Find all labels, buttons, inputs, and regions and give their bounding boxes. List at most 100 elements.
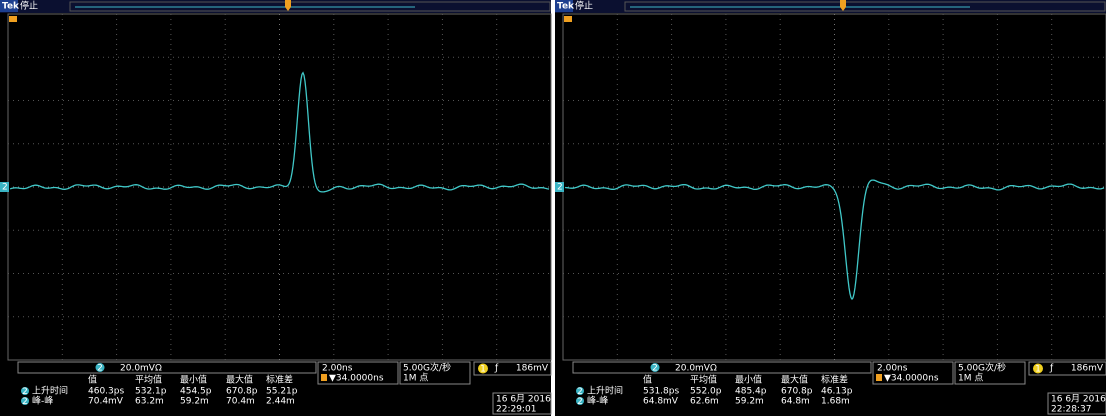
meas-channel: 2	[577, 387, 583, 397]
trigger-badge	[478, 363, 488, 374]
meas-header: 最小值	[180, 374, 207, 386]
trigger-box	[473, 361, 552, 376]
meas-value: 670.8p	[781, 387, 813, 397]
meas-value: 552.0p	[690, 387, 722, 397]
status: 停止	[575, 0, 593, 12]
trigger-channel: 1	[480, 365, 486, 375]
meas-value: 485.4p	[735, 387, 767, 397]
meas-channel: 2	[22, 387, 28, 397]
vertical-scale: 20.0mVΩ	[120, 364, 162, 374]
meas-channel-badge	[21, 387, 29, 395]
timebase: 2.00ns	[322, 364, 353, 374]
date-box	[1047, 392, 1106, 415]
meas-value: 531.8ps	[643, 387, 679, 397]
trigger-marker	[840, 0, 846, 11]
channel-box	[572, 361, 872, 374]
trigger-level-marker	[564, 16, 572, 22]
meas-label: 峰-峰	[32, 396, 53, 407]
record-frame	[69, 1, 551, 12]
trigger-level: 186mV	[516, 364, 549, 374]
meas-value: 59.2m	[735, 397, 764, 407]
meas-channel-badge	[21, 397, 29, 405]
channel-marker	[555, 182, 564, 192]
meas-value: 46.13p	[821, 387, 853, 397]
trigger-marker	[285, 0, 291, 11]
time: 22:28:37	[1051, 405, 1091, 415]
meas-header: 最大值	[781, 374, 808, 386]
status: 停止	[20, 0, 38, 12]
meas-header: 值	[88, 374, 97, 386]
trigpos-icon	[876, 374, 882, 381]
meas-label: 上升时间	[32, 385, 68, 397]
meas-header: 标准差	[266, 374, 293, 386]
channel-marker-label: 2	[2, 183, 8, 193]
channel-marker-label: 2	[557, 183, 563, 193]
meas-value: 64.8mV	[643, 397, 679, 407]
meas-label: 峰-峰	[587, 396, 608, 407]
trigger-box	[1028, 361, 1106, 376]
timebase-box	[317, 361, 399, 385]
record-length: 1M 点	[958, 373, 983, 384]
sample-rate: 5.00G次/秒	[958, 362, 1006, 374]
meas-header: 平均值	[135, 374, 162, 386]
meas-label: 上升时间	[587, 385, 623, 397]
graticule	[562, 13, 1106, 361]
trigger-position: ▼34.0000ns	[884, 374, 939, 384]
trigger-slope: ƒ	[494, 364, 499, 374]
meas-value: 62.6m	[690, 397, 719, 407]
timebase: 2.00ns	[877, 364, 908, 374]
date: 16 6月 2016	[1051, 394, 1106, 405]
meas-value: 63.2m	[135, 397, 164, 407]
meas-value: 454.5p	[180, 387, 212, 397]
meas-header: 标准差	[821, 374, 848, 386]
meas-value: 70.4m	[226, 397, 255, 407]
trigger-channel: 1	[1035, 365, 1041, 375]
trigger-position: ▼34.0000ns	[329, 374, 384, 384]
meas-channel: 2	[22, 397, 28, 407]
time: 22:29:01	[496, 405, 536, 415]
brand: Tek	[557, 2, 575, 12]
brand-box	[555, 0, 573, 12]
meas-header: 最大值	[226, 374, 253, 386]
meas-header: 平均值	[690, 374, 717, 386]
date-box	[492, 392, 552, 415]
meas-value: 70.4mV	[88, 397, 124, 407]
trigger-level: 186mV	[1071, 364, 1104, 374]
acq-box	[399, 361, 471, 385]
trigger-badge	[1033, 363, 1043, 374]
timebase-box	[872, 361, 954, 385]
acq-box	[954, 361, 1026, 385]
trigger-level-marker	[9, 16, 17, 22]
brand-box	[0, 0, 18, 12]
meas-value: 64.8m	[781, 397, 810, 407]
channel-marker	[0, 182, 9, 192]
vertical-scale: 20.0mVΩ	[675, 364, 717, 374]
waveform	[564, 179, 1105, 301]
meas-value: 2.44m	[266, 397, 295, 407]
channel-badge-label: 2	[97, 364, 103, 374]
meas-value: 532.1p	[135, 387, 167, 397]
channel-badge-label: 2	[652, 364, 658, 374]
meas-header: 最小值	[735, 374, 762, 386]
meas-value: 1.68m	[821, 397, 850, 407]
record-length: 1M 点	[403, 373, 428, 384]
meas-channel-badge	[576, 387, 584, 395]
brand: Tek	[2, 2, 20, 12]
record-frame	[624, 1, 1106, 12]
sample-rate: 5.00G次/秒	[403, 362, 451, 374]
meas-header: 值	[643, 374, 652, 386]
meas-value: 59.2m	[180, 397, 209, 407]
date: 16 6月 2016	[496, 394, 551, 405]
meas-channel-badge	[576, 397, 584, 405]
meas-channel: 2	[577, 397, 583, 407]
trigger-slope: ƒ	[1049, 364, 1054, 374]
waveform	[9, 71, 550, 193]
trigpos-icon	[321, 374, 327, 381]
meas-value: 460.3ps	[88, 387, 124, 397]
meas-value: 55.21p	[266, 387, 298, 397]
channel-badge	[650, 363, 660, 372]
meas-value: 670.8p	[226, 387, 258, 397]
